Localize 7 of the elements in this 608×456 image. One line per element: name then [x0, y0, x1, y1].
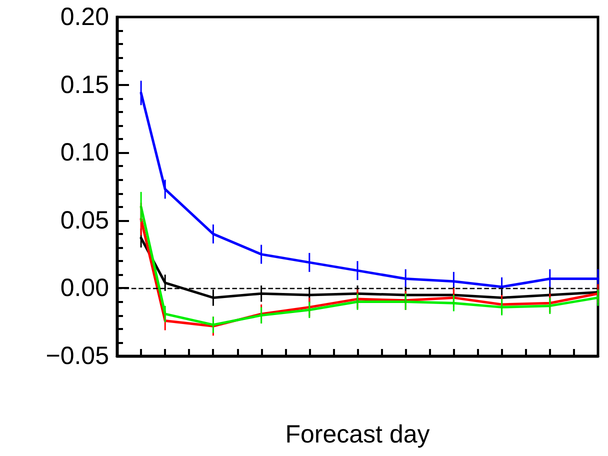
x-axis-title: Forecast day	[285, 420, 430, 448]
y-tick-label: −0.05	[46, 342, 109, 370]
y-tick-label: 0.10	[60, 138, 109, 167]
y-tick-label: 0.20	[60, 3, 109, 31]
y-tick-label: 0.05	[60, 206, 109, 234]
y-tick-label: 0.15	[60, 70, 109, 99]
y-tick-label: 0.00	[60, 274, 109, 302]
